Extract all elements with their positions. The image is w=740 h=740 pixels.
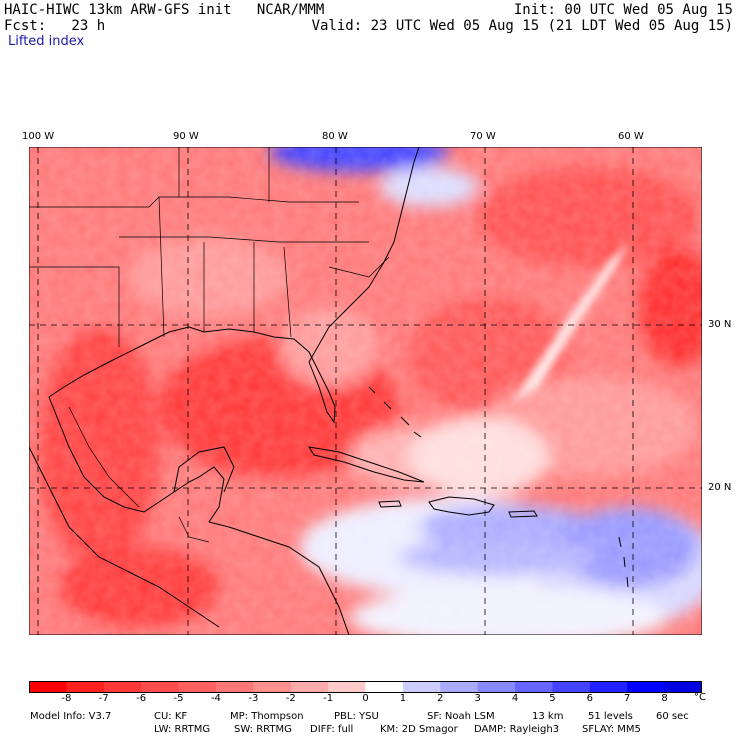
colorbar-tick-label: -2	[285, 693, 296, 704]
borders	[29, 147, 390, 543]
colorbar-swatch	[215, 681, 254, 693]
colorbar-swatch	[290, 681, 329, 693]
lon-label-100w: 100 W	[22, 131, 55, 142]
colorbar-tick-label: -8	[61, 693, 72, 704]
colorbar-tick-label: -3	[248, 693, 259, 704]
model-info-timestep: 60 sec	[656, 711, 689, 722]
model-info-sf: SF: Noah LSM	[427, 711, 495, 722]
lon-label-70w: 70 W	[470, 131, 496, 142]
colorbar-swatch	[365, 681, 404, 693]
lat-label-20n: 20 N	[708, 482, 732, 493]
init-time: Init: 00 UTC Wed 05 Aug 15	[513, 2, 733, 18]
colorbar-tick-label: 6	[586, 693, 594, 704]
colorbar-ticks: -8 -7 -6 -5 -4 -3 -2 -1 0 1 2 3 4 5 6 7 8	[29, 693, 702, 707]
model-info-lw: LW: RRTMG	[154, 724, 211, 735]
forecast-hour: Fcst: 23 h	[4, 18, 106, 34]
lon-label-80w: 80 W	[322, 131, 348, 142]
colorbar-tick-label: 4	[511, 693, 519, 704]
colorbar-swatch	[664, 681, 702, 693]
colorbar-swatch	[589, 681, 628, 693]
colorbar-unit: °C	[694, 692, 706, 703]
colorbar-swatch	[440, 681, 479, 693]
model-info-pbl: PBL: YSU	[334, 711, 379, 722]
colorbar-swatch	[515, 681, 553, 693]
colorbar	[29, 681, 702, 693]
colorbar-swatch	[402, 681, 441, 693]
colorbar-tick-label: -1	[323, 693, 334, 704]
colorbar-border	[29, 681, 702, 693]
colorbar-swatch	[141, 681, 180, 693]
model-info-sw: SW: RRTMG	[234, 724, 292, 735]
colorbar-tick-label: 7	[624, 693, 631, 704]
colorbar-swatch	[29, 681, 67, 693]
model-info-resolution: 13 km	[532, 711, 564, 722]
colorbar-tick-label: 8	[661, 693, 668, 704]
header-title: HAIC-HIWC 13km ARW-GFS init NCAR/MMM	[4, 2, 325, 18]
colorbar-swatch	[328, 681, 366, 693]
valid-time: Valid: 23 UTC Wed 05 Aug 15 (21 LDT Wed …	[311, 18, 733, 34]
model-info-version: Model Info: V3.7	[30, 711, 112, 722]
colorbar-tick-label: 2	[437, 693, 444, 704]
field-name: Lifted index	[8, 34, 85, 49]
colorbar-swatch	[552, 681, 591, 693]
colorbar-tick-label: -4	[210, 693, 221, 704]
coastlines	[29, 147, 629, 635]
model-info-diff: DIFF: full	[310, 724, 354, 735]
model-info-mp: MP: Thompson	[230, 711, 304, 722]
model-info-cu: CU: KF	[154, 711, 188, 722]
colorbar-swatch	[103, 681, 142, 693]
colorbar-swatch	[477, 681, 516, 693]
model-info-damp: DAMP: Rayleigh3	[474, 724, 560, 735]
colorbar-tick-label: 0	[362, 693, 369, 704]
colorbar-tick-label: 5	[549, 693, 556, 704]
lifted-index-map	[29, 147, 702, 635]
colorbar-tick-label: -5	[173, 693, 184, 704]
lon-label-60w: 60 W	[618, 131, 644, 142]
model-info-km: KM: 2D Smagor	[380, 724, 458, 735]
colorbar-swatch	[627, 681, 666, 693]
model-info-levels: 51 levels	[588, 711, 633, 722]
lon-label-90w: 90 W	[173, 131, 199, 142]
model-info-sflay: SFLAY: MM5	[582, 724, 641, 735]
colorbar-tick-label: -6	[136, 693, 147, 704]
colorbar-swatch	[66, 681, 105, 693]
colorbar-tick-label: -7	[98, 693, 109, 704]
lat-label-30n: 30 N	[708, 319, 732, 330]
colorbar-swatch	[253, 681, 292, 693]
colorbar-tick-label: 1	[399, 693, 407, 704]
colorbar-tick-label: 3	[474, 693, 481, 704]
field-texture	[29, 147, 702, 635]
graticule	[29, 147, 702, 635]
colorbar-swatch	[178, 681, 217, 693]
